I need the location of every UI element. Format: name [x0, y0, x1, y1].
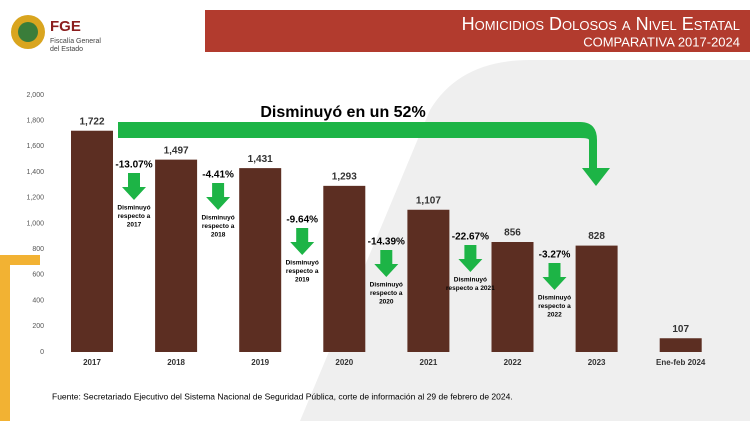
- decor-bar: [0, 255, 40, 265]
- x-tick-label: 2019: [251, 358, 269, 367]
- decor-bar: [0, 255, 10, 421]
- logo-text: FGE: [50, 18, 81, 35]
- pct-note: respecto a: [202, 223, 235, 230]
- value-label: 1,107: [416, 195, 441, 206]
- org-name: del Estado: [50, 46, 83, 53]
- x-tick-label: Ene-feb 2024: [656, 358, 706, 367]
- x-tick-label: 2017: [83, 358, 101, 367]
- pct-label: -4.41%: [202, 170, 234, 181]
- pct-note: respecto a 2021: [446, 285, 495, 292]
- y-tick-label: 1,000: [26, 220, 44, 227]
- bar: [659, 338, 702, 352]
- pct-label: -22.67%: [452, 232, 489, 243]
- logo-emblem: [18, 22, 38, 42]
- pct-note: 2019: [295, 277, 310, 284]
- pct-note: Disminuyó: [454, 277, 487, 284]
- down-arrow: [122, 173, 146, 200]
- y-tick-label: 1,600: [26, 143, 44, 150]
- down-arrow: [458, 245, 483, 272]
- chart-subtitle: COMPARATIVA 2017-2024: [583, 34, 740, 49]
- pct-note: 2020: [379, 299, 394, 306]
- value-label: 1,722: [79, 116, 104, 127]
- header-band: [205, 10, 750, 52]
- headline: Disminuyó en un 52%: [260, 104, 425, 121]
- bar: [155, 159, 198, 352]
- down-arrow: [290, 228, 315, 255]
- pct-note: 2018: [211, 232, 226, 239]
- y-tick-label: 800: [32, 246, 44, 253]
- pct-note: 2017: [127, 222, 142, 229]
- down-arrow: [374, 250, 399, 277]
- x-tick-label: 2020: [335, 358, 353, 367]
- down-arrow: [206, 183, 231, 210]
- pct-note: Disminuyó: [538, 295, 571, 302]
- y-tick-label: 200: [32, 323, 44, 330]
- pct-note: Disminuyó: [117, 205, 150, 212]
- x-tick-label: 2022: [504, 358, 522, 367]
- bar: [407, 209, 450, 352]
- value-label: 1,431: [248, 154, 273, 165]
- pct-note: respecto a: [538, 303, 571, 310]
- pct-note: respecto a: [370, 290, 403, 297]
- y-tick-label: 0: [40, 349, 44, 356]
- y-tick-label: 1,800: [26, 118, 44, 125]
- x-tick-label: 2023: [588, 358, 606, 367]
- x-tick-label: 2021: [420, 358, 438, 367]
- value-label: 1,293: [332, 171, 357, 182]
- pct-label: -3.27%: [539, 250, 571, 261]
- bar: [239, 168, 282, 352]
- pct-note: Disminuyó: [201, 215, 234, 222]
- value-label: 856: [504, 228, 521, 239]
- value-label: 1,497: [164, 145, 189, 156]
- y-tick-label: 1,400: [26, 169, 44, 176]
- y-tick-label: 1,200: [26, 195, 44, 202]
- pct-label: -13.07%: [115, 160, 152, 171]
- bar: [71, 130, 113, 352]
- pct-note: 2022: [547, 312, 562, 319]
- value-label: 107: [672, 324, 689, 335]
- y-tick-label: 2,000: [26, 92, 44, 99]
- pct-label: -9.64%: [286, 215, 318, 226]
- y-tick-label: 600: [32, 272, 44, 279]
- y-tick-label: 400: [32, 297, 44, 304]
- org-name: Fiscalía General: [50, 38, 101, 45]
- pct-label: -14.39%: [368, 237, 405, 248]
- pct-note: Disminuyó: [370, 282, 403, 289]
- source-note: Fuente: Secretariado Ejecutivo del Siste…: [52, 391, 513, 401]
- bar: [491, 242, 534, 352]
- headline-arrow: [118, 122, 610, 186]
- pct-note: respecto a: [118, 213, 151, 220]
- value-label: 828: [588, 231, 605, 242]
- x-tick-label: 2018: [167, 358, 185, 367]
- bar: [323, 185, 366, 352]
- pct-note: respecto a: [286, 268, 319, 275]
- bar: [575, 245, 618, 352]
- chart-title: Homicidios Dolosos a Nivel Estatal: [462, 14, 740, 34]
- down-arrow: [542, 263, 567, 290]
- pct-note: Disminuyó: [286, 260, 319, 267]
